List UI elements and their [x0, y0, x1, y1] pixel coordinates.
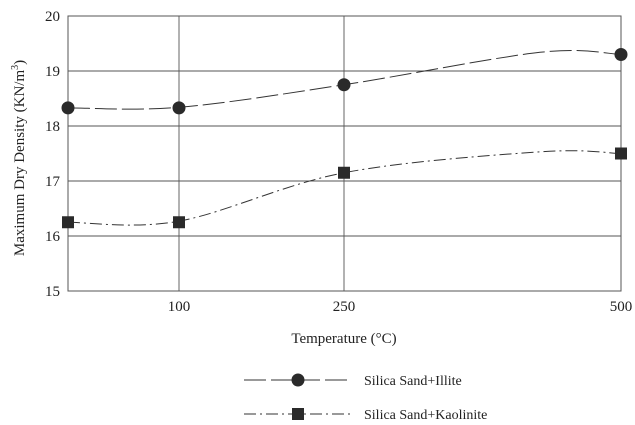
x-tick-250: 250 [333, 299, 356, 315]
series-0-point-1 [172, 101, 186, 115]
series-0-point-0 [61, 101, 75, 115]
y-tick-18: 18 [45, 119, 60, 135]
x-tick-100: 100 [168, 299, 191, 315]
legend-label-0: Silica Sand+Illite [364, 374, 462, 389]
x-tick-labels: 100 250 500 [168, 299, 633, 315]
legend: Silica Sand+Illite Silica Sand+Kaolinite [244, 373, 487, 423]
series-1-point-3 [615, 147, 627, 160]
series-0-point-3 [614, 48, 628, 61]
plot-frame [67, 15, 622, 292]
x-tick-500: 500 [610, 299, 633, 315]
x-axis-label: Temperature (°C) [291, 331, 396, 347]
series-1-point-0 [62, 216, 74, 229]
legend-marker-0 [291, 373, 305, 387]
y-tick-20: 20 [45, 9, 60, 25]
legend-label-1: Silica Sand+Kaolinite [364, 408, 487, 423]
y-tick-16: 16 [45, 229, 61, 245]
y-tick-15: 15 [45, 284, 60, 300]
series-1-point-1 [173, 216, 185, 229]
y-tick-17: 17 [45, 174, 61, 190]
y-tick-labels: 15 16 17 18 19 20 [45, 9, 61, 300]
y-axis-label-superscript: 3 [10, 65, 21, 70]
y-tick-19: 19 [45, 64, 60, 80]
series-lines [67, 49, 622, 226]
series-1-point-2 [338, 166, 350, 179]
series-0-point-2 [337, 78, 351, 92]
legend-marker-1 [292, 408, 304, 420]
y-axis-label: Maximum Dry Density (KN/m3) [10, 60, 28, 256]
series-markers [61, 48, 628, 229]
grid [67, 15, 622, 292]
series-line-1 [67, 150, 622, 226]
